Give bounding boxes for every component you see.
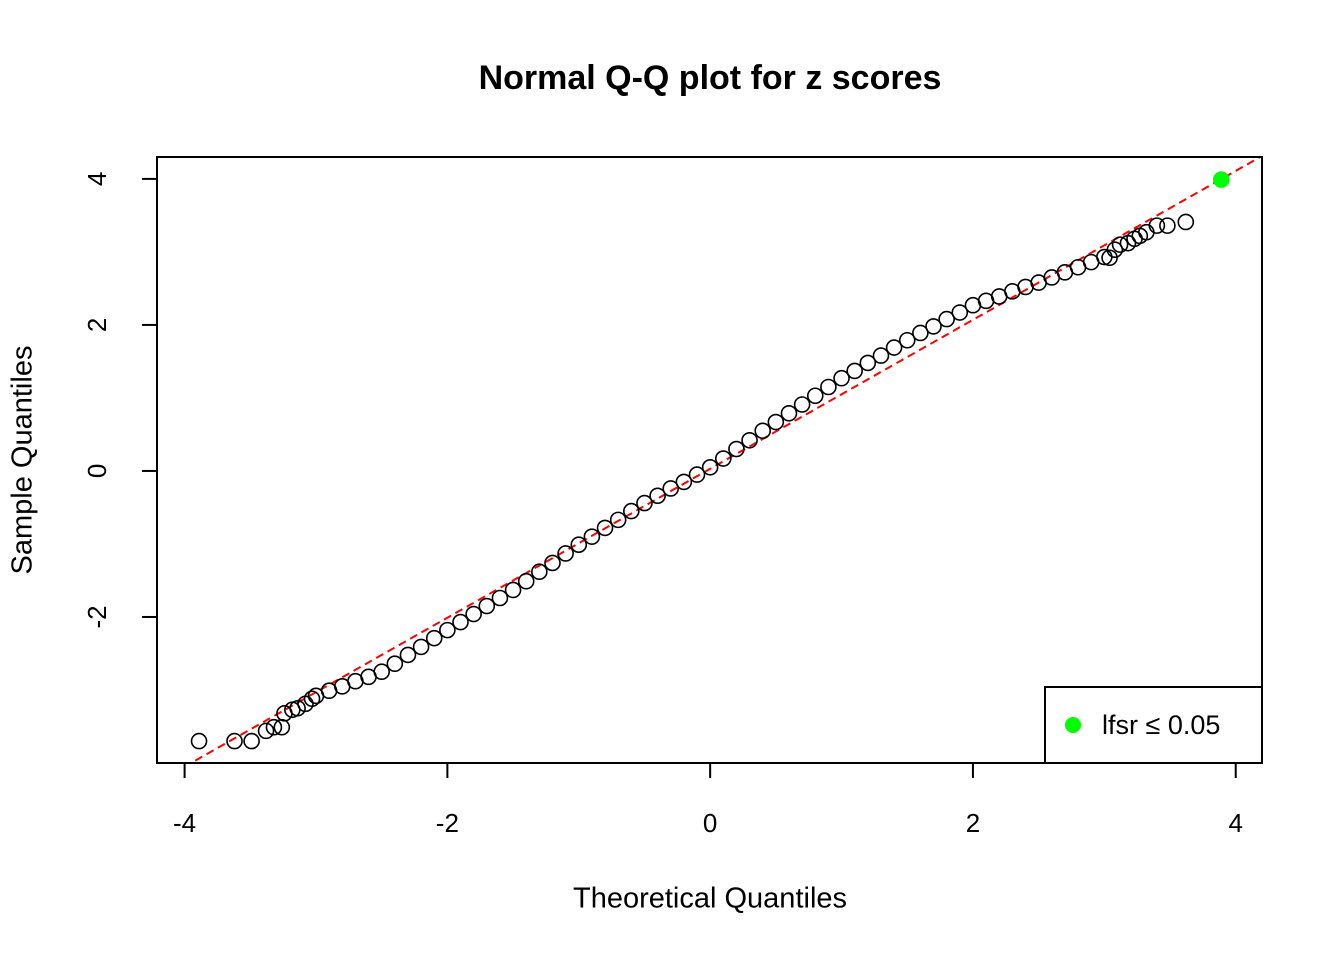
point xyxy=(257,722,275,740)
point xyxy=(386,655,404,673)
point xyxy=(478,597,496,615)
x-tick-label: -4 xyxy=(173,808,196,838)
point xyxy=(289,699,306,717)
point xyxy=(570,536,588,553)
point xyxy=(912,324,929,342)
x-tick-label: -2 xyxy=(436,808,459,838)
x-tick-label: 2 xyxy=(966,808,980,838)
point xyxy=(504,581,522,599)
point xyxy=(728,440,745,458)
point xyxy=(583,528,601,545)
point xyxy=(898,331,916,349)
y-axis-label: Sample Quantiles xyxy=(7,346,39,575)
legend-box xyxy=(1044,686,1263,764)
point xyxy=(885,339,903,356)
point xyxy=(767,413,785,431)
point xyxy=(649,487,666,505)
legend-label: lfsr ≤ 0.05 xyxy=(1102,710,1220,740)
point xyxy=(701,459,719,476)
point xyxy=(412,638,430,656)
point xyxy=(951,304,969,321)
point xyxy=(190,732,208,750)
chart-title: Normal Q-Q plot for z scores xyxy=(479,59,942,97)
highlight-point xyxy=(1212,171,1230,188)
point xyxy=(872,347,890,364)
point xyxy=(1177,213,1195,231)
point xyxy=(754,422,772,440)
point xyxy=(425,629,443,647)
point xyxy=(531,563,548,581)
point xyxy=(1111,236,1129,253)
x-axis-label: Theoretical Quantiles xyxy=(573,883,847,915)
point xyxy=(517,572,535,590)
point xyxy=(859,354,877,372)
point xyxy=(373,663,390,681)
point xyxy=(675,473,693,491)
point xyxy=(452,613,469,631)
y-tick-label: -2 xyxy=(82,605,112,628)
point xyxy=(265,718,283,736)
x-tick-label: 0 xyxy=(703,808,717,838)
y-tick-label: 4 xyxy=(82,172,112,186)
plot-area xyxy=(189,157,1262,763)
point xyxy=(846,362,863,380)
point xyxy=(226,732,243,750)
point xyxy=(491,589,509,607)
point xyxy=(544,554,561,572)
point xyxy=(1101,249,1118,267)
point xyxy=(243,732,260,750)
y-tick-label: 0 xyxy=(82,464,112,478)
point xyxy=(303,690,321,708)
point xyxy=(741,431,758,449)
point xyxy=(439,621,456,639)
point xyxy=(793,396,811,413)
point xyxy=(1148,217,1166,234)
point xyxy=(623,502,640,520)
point xyxy=(465,605,482,623)
point xyxy=(714,450,732,467)
point xyxy=(938,310,955,328)
y-tick-label: 2 xyxy=(82,318,112,332)
point xyxy=(688,466,706,483)
point xyxy=(1159,217,1176,234)
qq-line xyxy=(189,157,1262,763)
point xyxy=(820,378,837,396)
point xyxy=(399,646,417,664)
point xyxy=(1106,241,1124,259)
point xyxy=(662,480,680,497)
point xyxy=(596,519,614,537)
legend-marker xyxy=(1065,717,1081,733)
point xyxy=(806,387,824,405)
point xyxy=(636,494,653,512)
point xyxy=(925,318,942,335)
x-tick-label: 4 xyxy=(1228,808,1242,838)
point xyxy=(780,404,798,422)
point xyxy=(609,511,627,529)
point xyxy=(557,545,574,562)
point xyxy=(833,369,850,387)
